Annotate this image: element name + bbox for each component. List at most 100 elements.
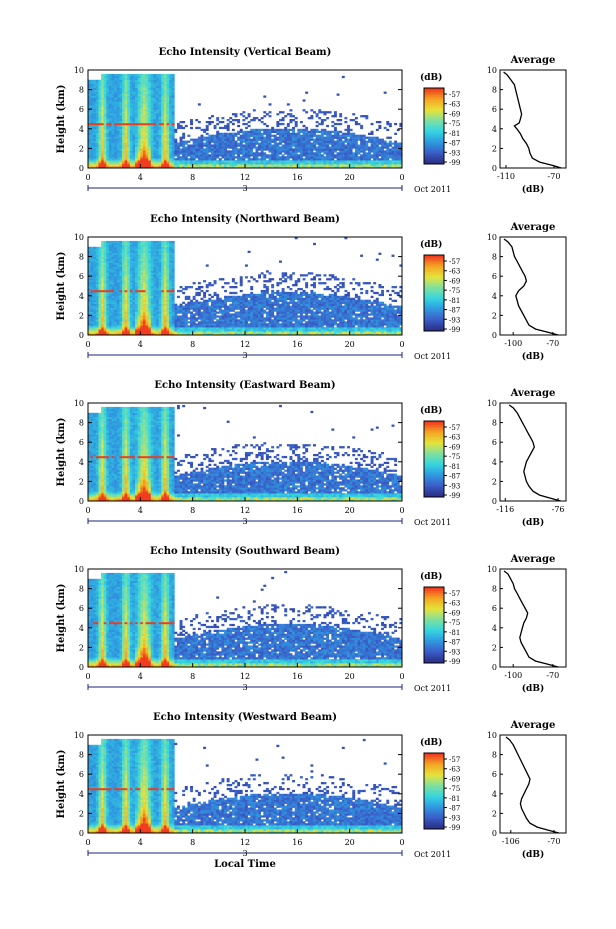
y-tick-label: 10 [74,565,84,574]
colorbar-level: -81 [449,629,460,637]
y-axis-label: Height (km) [56,584,67,653]
profile-x-label: (dB) [522,351,544,362]
profile-y-tick-label: 6 [492,438,497,447]
profile-frame [499,236,567,336]
colorbar-level: -75 [449,287,460,295]
profile-title: Average [510,554,556,565]
colorbar-level: -63 [449,766,460,774]
colorbar-level: -99 [449,824,460,832]
colorbar-unit: (dB) [420,239,442,250]
colorbar-frame [423,586,445,664]
profile-y-tick-label: 0 [492,497,497,506]
profile-line [503,71,562,169]
x-tick-label: 0 [85,173,90,182]
colorbar-unit: (dB) [420,405,442,416]
x-tick-label: 16 [292,672,302,681]
colorbar-level: -93 [449,482,460,490]
beam-panel: Echo Intensity (Southward Beam) 0 2 4 6 8 10 He… [56,546,567,694]
colorbar-level: -99 [449,658,460,666]
y-tick-label: 6 [79,105,84,114]
profile-y-tick-label: 2 [492,144,497,153]
colorbar-level: -93 [449,648,460,656]
y-tick-label: 6 [79,770,84,779]
profile-y-tick-label: 2 [492,477,497,486]
heatmap-cells [88,237,403,336]
colorbar [424,753,444,830]
profile-x-label: (dB) [522,184,544,195]
colorbar-level: -69 [449,443,460,451]
colorbar-level: -99 [449,492,460,500]
colorbar-level: -81 [449,795,460,803]
x-tick-label: 12 [240,838,250,847]
colorbar-level: -63 [449,600,460,608]
x-tick-label: 4 [138,838,143,847]
profile-y-tick-label: 6 [492,604,497,613]
profile-x-label: (dB) [522,683,544,694]
x-tick-label: 20 [345,672,355,681]
y-tick-label: 4 [79,790,84,799]
y-tick-label: 10 [74,731,84,740]
colorbar-level: -57 [449,258,460,266]
colorbar-level: -81 [449,297,460,305]
x-tick-label: 20 [345,340,355,349]
colorbar-unit: (dB) [420,72,442,83]
y-tick-label: 6 [79,272,84,281]
profile-y-tick-label: 4 [492,125,497,134]
x-tick-label: 8 [190,838,195,847]
date-label: Oct 2011 [414,850,451,859]
date-label: Oct 2011 [414,352,451,361]
profile-y-tick-label: 8 [492,585,497,594]
beam-panel: Echo Intensity (Eastward Beam) 0 2 4 6 8 10 Hei… [56,380,567,528]
colorbar-level: -87 [449,639,460,647]
x-tick-label: 0 [85,340,90,349]
x-tick-label: 8 [190,672,195,681]
y-tick-label: 8 [79,419,84,428]
colorbar-level: -99 [449,159,460,167]
chart-title: Echo Intensity (Southward Beam) [150,546,340,557]
profile-x-tick-label: -70 [546,339,559,348]
heatmap-cells [88,570,403,668]
colorbar-level: -69 [449,775,460,783]
y-tick-label: 8 [79,751,84,760]
profile-y-tick-label: 4 [492,292,497,301]
colorbar-level: -57 [449,424,460,432]
profile-y-tick-label: 10 [487,565,497,574]
profile-y-tick-label: 0 [492,331,497,340]
colorbar-level: -57 [449,590,460,598]
x-tick-label: 16 [292,173,302,182]
beam-panel: Echo Intensity (Northward Beam) 0 2 4 6 8 10 He… [56,214,567,362]
chart-title: Echo Intensity (Northward Beam) [150,214,340,225]
profile-y-tick-label: 0 [492,663,497,672]
x-tick-label: 8 [190,506,195,515]
profile-line [505,736,559,834]
profile-y-tick-label: 4 [492,458,497,467]
x-tick-label: 16 [292,340,302,349]
profile-x-label: (dB) [522,517,544,528]
colorbar-level: -93 [449,814,460,822]
profile-y-tick-label: 10 [487,233,497,242]
y-tick-label: 4 [79,125,84,134]
profile-y-tick-label: 8 [492,86,497,95]
profile-line [503,238,559,336]
x-tick-label: 12 [240,340,250,349]
y-tick-label: 0 [79,663,84,672]
x-tick-label: 0 [399,672,404,681]
profile-y-tick-label: 4 [492,790,497,799]
colorbar-frame [423,752,445,830]
colorbar-unit: (dB) [420,571,442,582]
x-tick-label: 0 [399,838,404,847]
x-tick-label: 12 [240,506,250,515]
x-tick-label: 0 [85,672,90,681]
profile-y-tick-label: 8 [492,419,497,428]
x-tick-label: 0 [399,173,404,182]
profile-y-tick-label: 6 [492,770,497,779]
date-marker: 3 [242,351,247,360]
y-tick-label: 8 [79,253,84,262]
x-tick-label: 4 [138,506,143,515]
date-marker: 3 [242,849,247,858]
colorbar-level: -87 [449,473,460,481]
profile-title: Average [510,720,556,731]
colorbar-level: -75 [449,785,460,793]
profile-x-tick-label: -100 [504,671,522,680]
colorbar-level: -57 [449,91,460,99]
